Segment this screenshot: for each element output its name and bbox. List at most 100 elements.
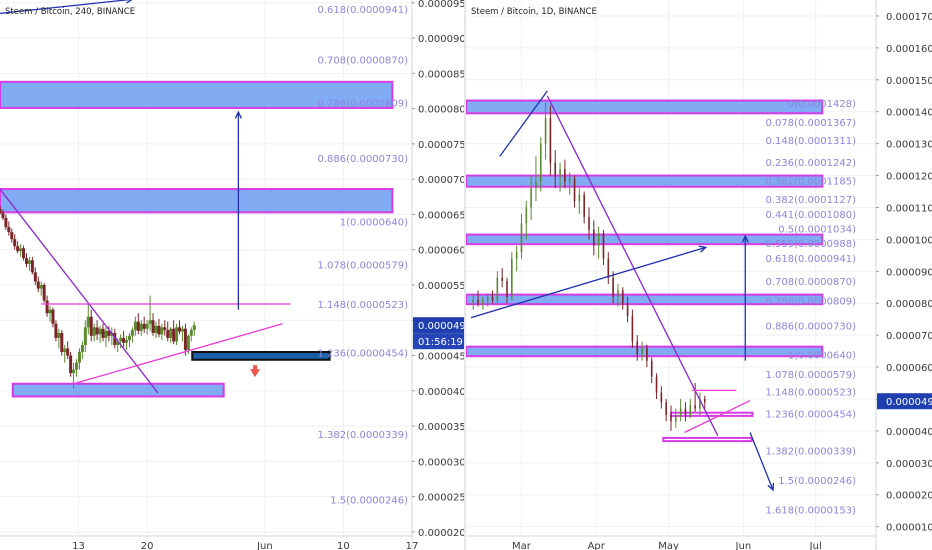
right-rising-arrow <box>470 246 706 319</box>
left-candle-body <box>33 272 37 282</box>
left-candle-body <box>19 248 23 252</box>
right-candle-body <box>544 118 547 144</box>
right-target-arrowhead <box>741 234 749 243</box>
right-fib-label: 0.441(0.0001080) <box>765 210 856 221</box>
right-candle-body <box>515 252 518 259</box>
left-candle-body <box>45 300 49 314</box>
right-candle-body <box>617 290 619 297</box>
left-x-tick-label: 10 <box>337 541 350 550</box>
right-candle-body <box>694 405 696 409</box>
right-title: Steem / Bitcoin, 1D, BINANCE <box>471 7 597 17</box>
panel-divider <box>464 0 467 550</box>
right-x-tick-label: Jun <box>735 541 752 550</box>
chart-right-1d[interactable]: 0(0.0001428) 0.078(0.0001367) 0.148(0.0001… <box>466 0 932 550</box>
right-y-tick-label: 0.00011000 <box>886 203 932 214</box>
left-x-tick-label: 17 <box>406 541 419 550</box>
right-candle-body <box>482 300 484 304</box>
right-fib-label: 1.148(0.0000523) <box>765 388 856 399</box>
left-candle-body <box>101 328 105 338</box>
right-candle-body <box>535 181 537 189</box>
right-zone-4 <box>466 345 824 358</box>
left-candle-body <box>75 362 79 370</box>
chart-left-canvas[interactable]: 0.618(0.0000941) 0.708(0.0000870) 0.786(0.… <box>0 0 466 550</box>
right-candle-body <box>699 398 701 409</box>
left-candle-body <box>175 327 179 342</box>
right-candle-body <box>621 290 624 304</box>
right-candle-body <box>506 280 508 297</box>
right-candle-body <box>568 178 571 182</box>
right-rising-arrowhead <box>698 245 708 253</box>
left-candle-body <box>1 213 5 218</box>
right-zone-6 <box>662 436 753 443</box>
right-zone-3 <box>466 293 824 306</box>
left-candle-body <box>36 281 40 289</box>
left-candle-body <box>0 208 2 214</box>
right-fib-label: 0.236(0.0001242) <box>765 158 856 169</box>
right-candle-body <box>573 178 576 202</box>
left-candle-body <box>95 327 99 335</box>
left-candle-body <box>172 328 176 342</box>
left-x-tick-label: 13 <box>72 541 85 550</box>
right-candle-body <box>496 277 499 301</box>
left-candle-body <box>4 217 8 228</box>
left-target-arrowhead <box>234 110 243 119</box>
right-y-tick-label: 0.00007000 <box>886 331 932 342</box>
right-fib-label: 1(0.0000640) <box>788 350 856 361</box>
left-candle-body <box>66 348 70 356</box>
right-candle-body <box>564 169 566 182</box>
left-fib-label: 0.886(0.0000730) <box>317 154 408 165</box>
right-candle-body <box>597 233 600 246</box>
left-candle-body <box>22 248 26 259</box>
left-fib-label: 0.708(0.0000870) <box>317 55 408 66</box>
right-support-line <box>684 399 751 434</box>
right-fib-label: 0.382(0.0001127) <box>765 195 856 206</box>
right-fib-label: 1.5(0.0000246) <box>778 476 856 487</box>
right-candle-body <box>703 398 706 403</box>
left-fib-label: 1.078(0.0000579) <box>317 261 408 272</box>
right-candle-body <box>689 405 692 415</box>
right-x-tick-label: Jul <box>809 541 822 550</box>
chart-right-canvas[interactable]: 0(0.0001428) 0.078(0.0001367) 0.148(0.0001… <box>466 0 932 550</box>
left-candle-body <box>89 316 93 336</box>
left-top-arrowhead <box>126 0 133 4</box>
left-price-tag <box>413 317 466 334</box>
left-candle-body <box>83 327 87 345</box>
right-y-tick-label: 0.00013000 <box>886 140 932 151</box>
left-support-line <box>73 323 283 385</box>
right-candle-body <box>472 300 475 304</box>
left-candle-body <box>107 330 111 336</box>
left-fib-label: 1.382(0.0000339) <box>317 430 408 441</box>
right-candle-body <box>477 300 479 304</box>
left-price-tag-label: 0.0000493 <box>418 321 466 332</box>
right-candle-body <box>679 408 682 415</box>
right-price-tag <box>877 393 932 410</box>
left-candle-body <box>24 258 28 264</box>
right-y-tick-label: 0.00006000 <box>886 363 932 374</box>
right-fib-label: 1.078(0.0000579) <box>765 370 856 381</box>
left-candle-body <box>189 330 193 336</box>
right-candle-body <box>626 303 629 316</box>
left-candle-body <box>186 335 190 350</box>
left-candle-body <box>139 323 143 331</box>
left-fib-label: 1(0.0000640) <box>340 218 408 229</box>
chart-left-240[interactable]: 0.618(0.0000941) 0.708(0.0000870) 0.786(0.… <box>0 0 466 550</box>
right-y-tick-label: 0.00008000 <box>886 299 932 310</box>
right-y-tick-label: 0.00009000 <box>886 267 932 278</box>
left-candle-body <box>57 332 61 338</box>
right-candle-body <box>486 296 489 301</box>
left-zone-3 <box>191 351 331 361</box>
left-candle-body <box>69 355 73 374</box>
left-candle-body <box>125 340 129 343</box>
left-countdown-label: 01:56:19 <box>418 337 463 348</box>
left-candle-body <box>142 323 146 329</box>
right-fib-label: 1.382(0.0000339) <box>765 446 856 457</box>
right-fib-label: 0.148(0.0001311) <box>765 136 856 147</box>
